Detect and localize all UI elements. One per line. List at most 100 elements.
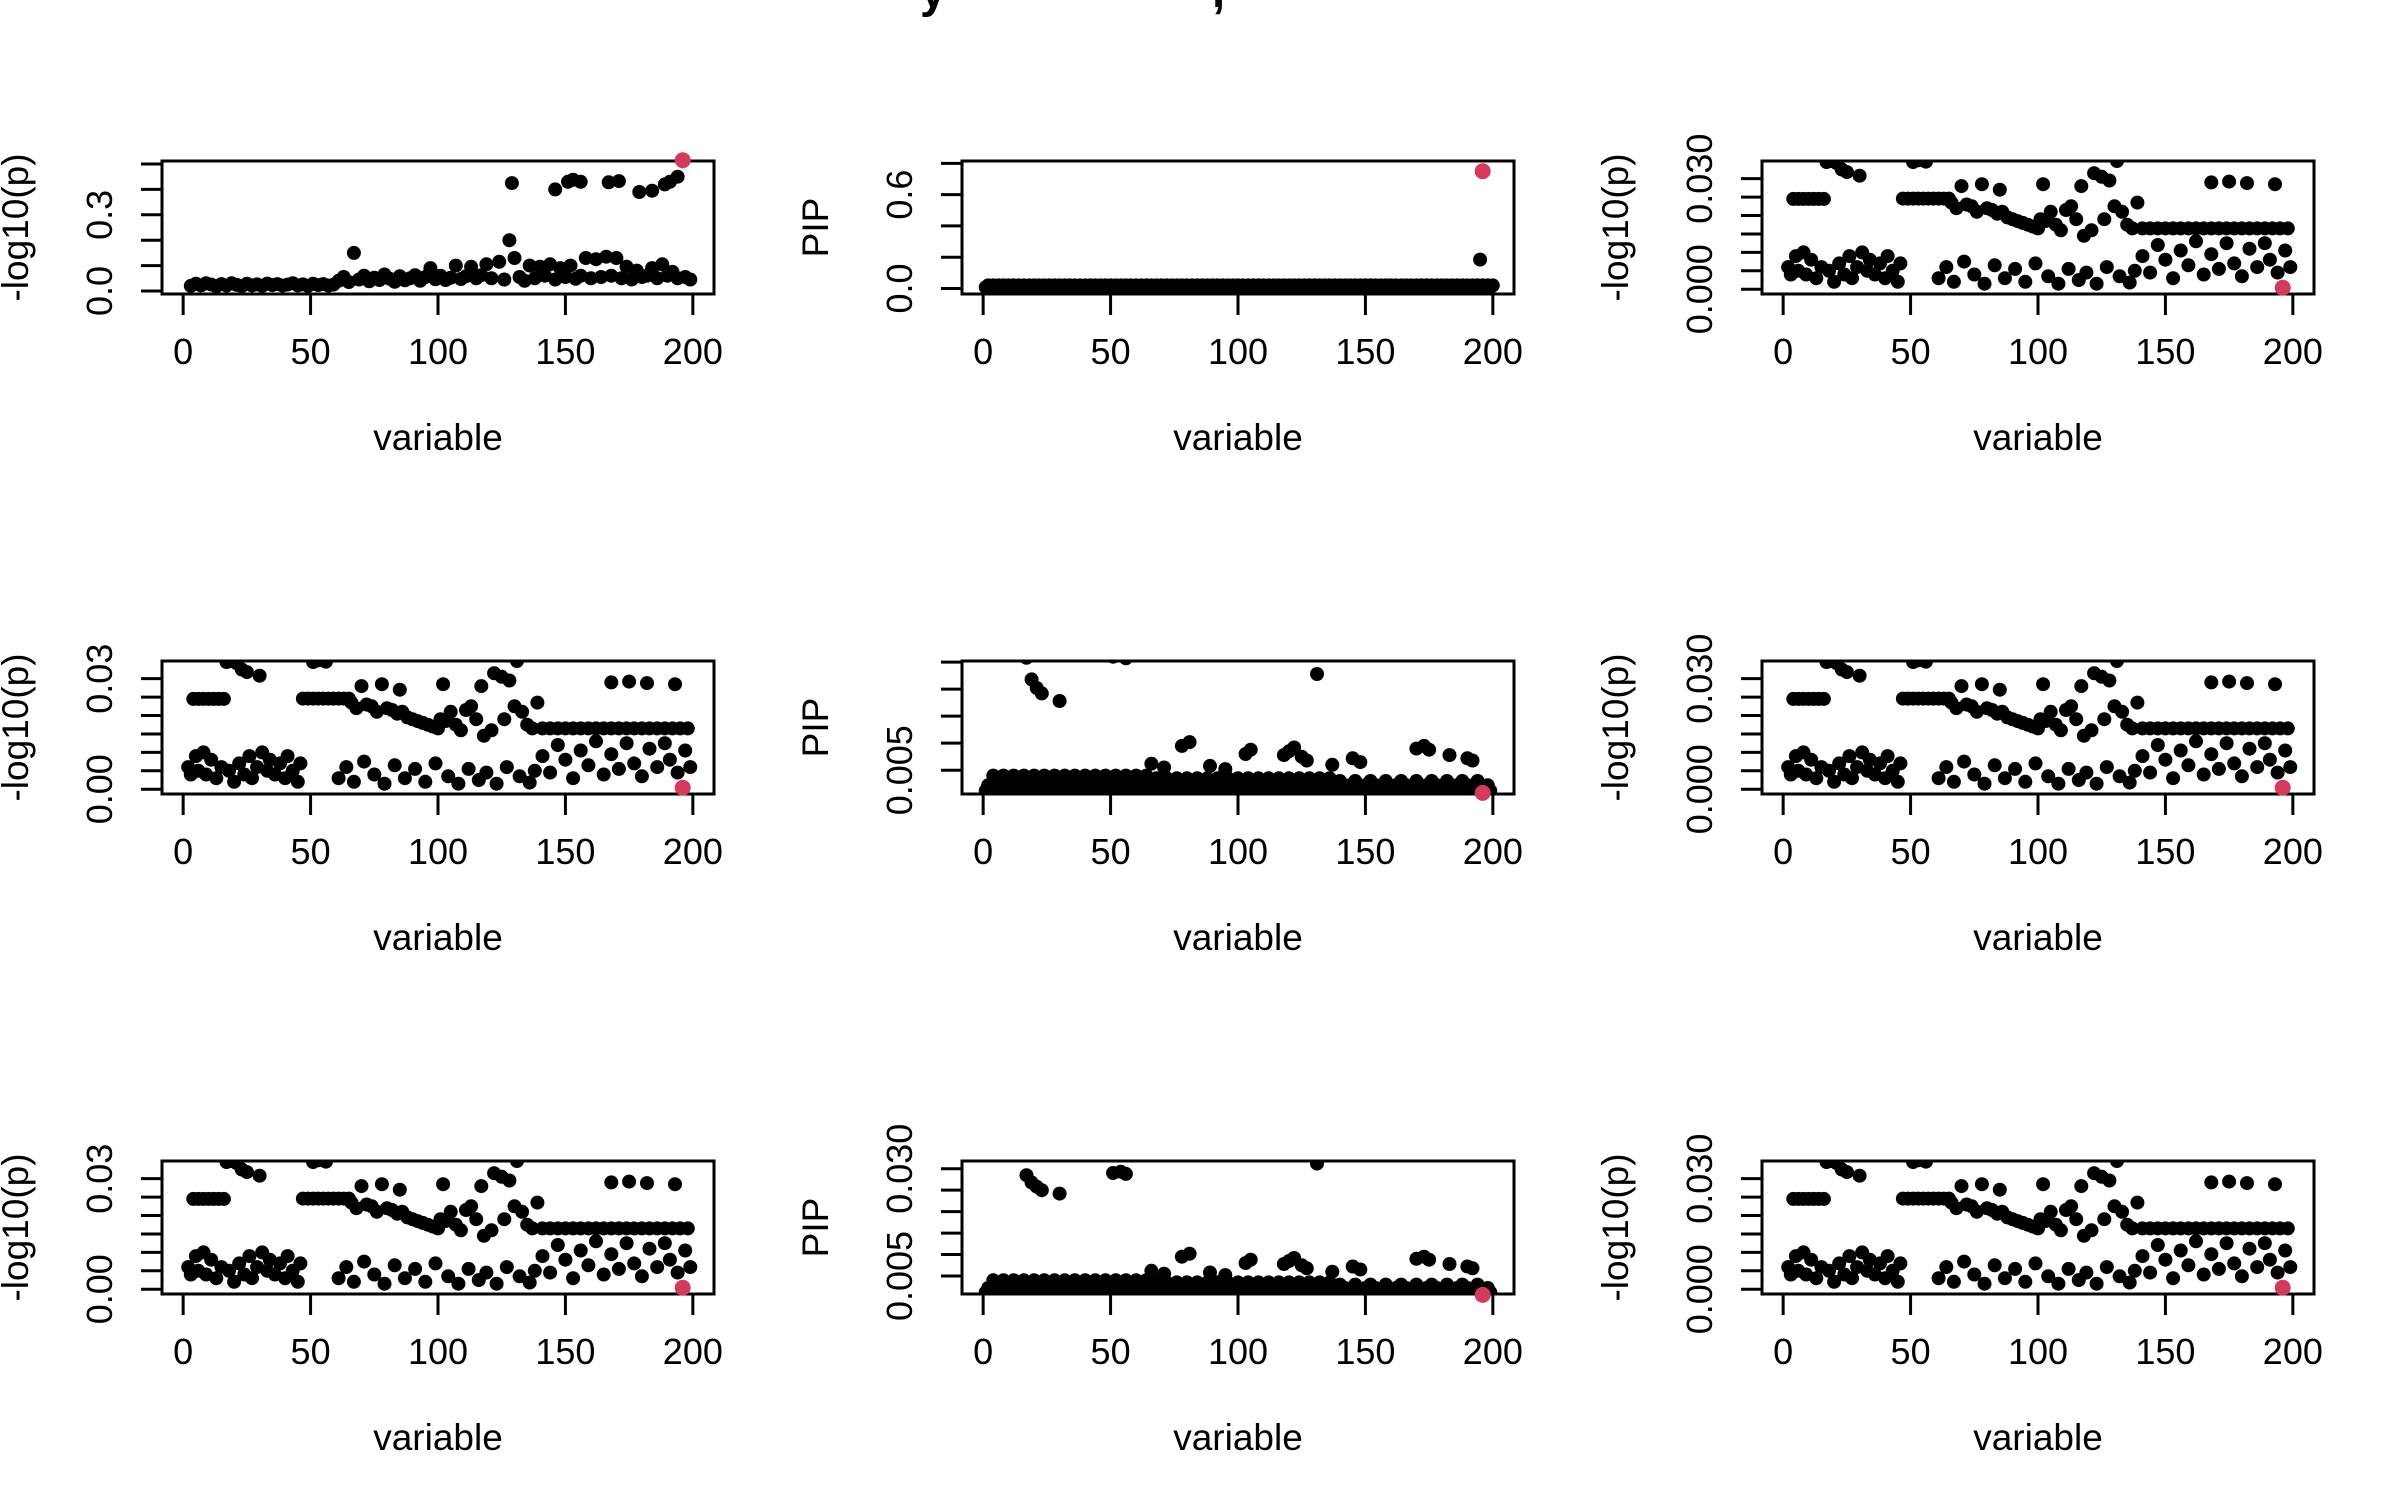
data-point (2211, 1261, 2226, 1276)
data-point (2061, 261, 2076, 276)
data-point (2097, 1212, 2112, 1227)
y-axis-title: PIP (800, 698, 836, 758)
x-tick-label: 0 (173, 331, 193, 372)
data-point (1880, 749, 1895, 764)
data-point (2125, 1221, 2140, 1236)
data-point (1809, 771, 1824, 786)
data-point (2257, 736, 2272, 751)
x-tick-label: 50 (291, 331, 331, 372)
data-point (1827, 274, 1842, 289)
data-point (525, 721, 540, 736)
data-point (2115, 204, 2130, 219)
data-point (2099, 260, 2114, 275)
data-point (222, 763, 236, 778)
data-point (2242, 1241, 2257, 1256)
x-axis: 0 50 100 150 200 variable (973, 794, 1523, 958)
data-point (489, 1276, 504, 1291)
data-point (2227, 1256, 2242, 1271)
data-point (474, 1179, 489, 1194)
data-point (2196, 1267, 2211, 1282)
data-point (1832, 1256, 1847, 1271)
data-point (2222, 174, 2237, 189)
highlighted-point (2274, 779, 2291, 796)
data-point (2069, 1212, 2084, 1227)
data-point (293, 1256, 308, 1271)
data-point (1839, 165, 1854, 180)
data-point (507, 251, 522, 265)
x-tick-label: 0 (1773, 331, 1793, 372)
data-point (2079, 265, 2094, 280)
data-point (387, 758, 402, 773)
data-point (1157, 760, 1172, 775)
data-point (1804, 1252, 1819, 1267)
y-axis-title: -log10(p) (1600, 1153, 1636, 1301)
data-point (1088, 768, 1103, 783)
x-axis: 0 50 100 150 200 variable (1773, 1294, 2323, 1458)
data-point (464, 259, 479, 274)
data-point (451, 776, 466, 791)
data-point (1251, 1275, 1266, 1290)
data-point (2219, 236, 2234, 251)
data-point (2250, 760, 2265, 775)
data-point (1941, 1191, 1956, 1206)
data-point (650, 1260, 665, 1275)
data-point (1832, 256, 1847, 271)
data-point (1939, 260, 1954, 275)
data-point (1190, 771, 1205, 786)
data-point (2204, 175, 2219, 190)
x-tick-label: 100 (2008, 331, 2068, 372)
data-point (1108, 768, 1123, 783)
data-point (1203, 758, 1217, 773)
data-point (596, 767, 611, 782)
data-point (604, 1247, 619, 1262)
data-point (341, 691, 356, 706)
x-tick-label: 200 (663, 1331, 723, 1372)
data-point (2158, 252, 2173, 267)
y-tick-label: 0.03 (79, 644, 120, 714)
data-point (1827, 1274, 1842, 1289)
data-points (978, 1160, 1498, 1295)
scatter-plot-row1-col3-neglog10p: 0 50 100 150 200 variable 0.000 0.030 -log10(p) (1600, 0, 2400, 500)
data-point (387, 1258, 402, 1273)
data-point (1312, 771, 1327, 786)
data-point (2036, 177, 2051, 192)
x-tick-label: 0 (1773, 831, 1793, 872)
data-point (1200, 771, 1215, 786)
x-tick-label: 150 (2135, 831, 2195, 872)
data-point (1299, 1261, 1314, 1276)
data-point (408, 761, 423, 776)
data-point (2143, 1265, 2158, 1280)
y-tick-label: 0.3 (79, 190, 120, 240)
data-point (525, 1221, 540, 1236)
data-points (1781, 660, 2298, 791)
data-point (357, 754, 372, 769)
data-point (464, 1199, 479, 1214)
data-point (239, 1165, 254, 1180)
y-axis: 0.005 PIP (800, 660, 962, 815)
data-point (451, 1276, 466, 1291)
data-point (2115, 1204, 2130, 1219)
data-point (1119, 660, 1133, 666)
data-point (642, 741, 657, 756)
data-point (2173, 243, 2188, 258)
data-point (441, 1269, 456, 1284)
data-point (1241, 771, 1256, 786)
x-tick-label: 0 (173, 1331, 193, 1372)
data-point (662, 1252, 677, 1267)
data-point (589, 1234, 603, 1249)
data-point (2097, 212, 2112, 227)
data-point (640, 1176, 654, 1191)
x-tick-label: 100 (2008, 831, 2068, 872)
data-point (2211, 761, 2226, 776)
data-point (216, 691, 231, 706)
data-point (2084, 223, 2099, 238)
data-point (1845, 1271, 1859, 1286)
data-point (678, 743, 693, 758)
data-point (1852, 1168, 1867, 1183)
data-point (1967, 767, 1982, 782)
y-tick-label: 0.030 (1679, 634, 1720, 724)
data-point (2084, 723, 2099, 738)
data-point (1890, 1274, 1905, 1289)
data-point (1220, 771, 1235, 786)
data-point (1946, 774, 1961, 789)
